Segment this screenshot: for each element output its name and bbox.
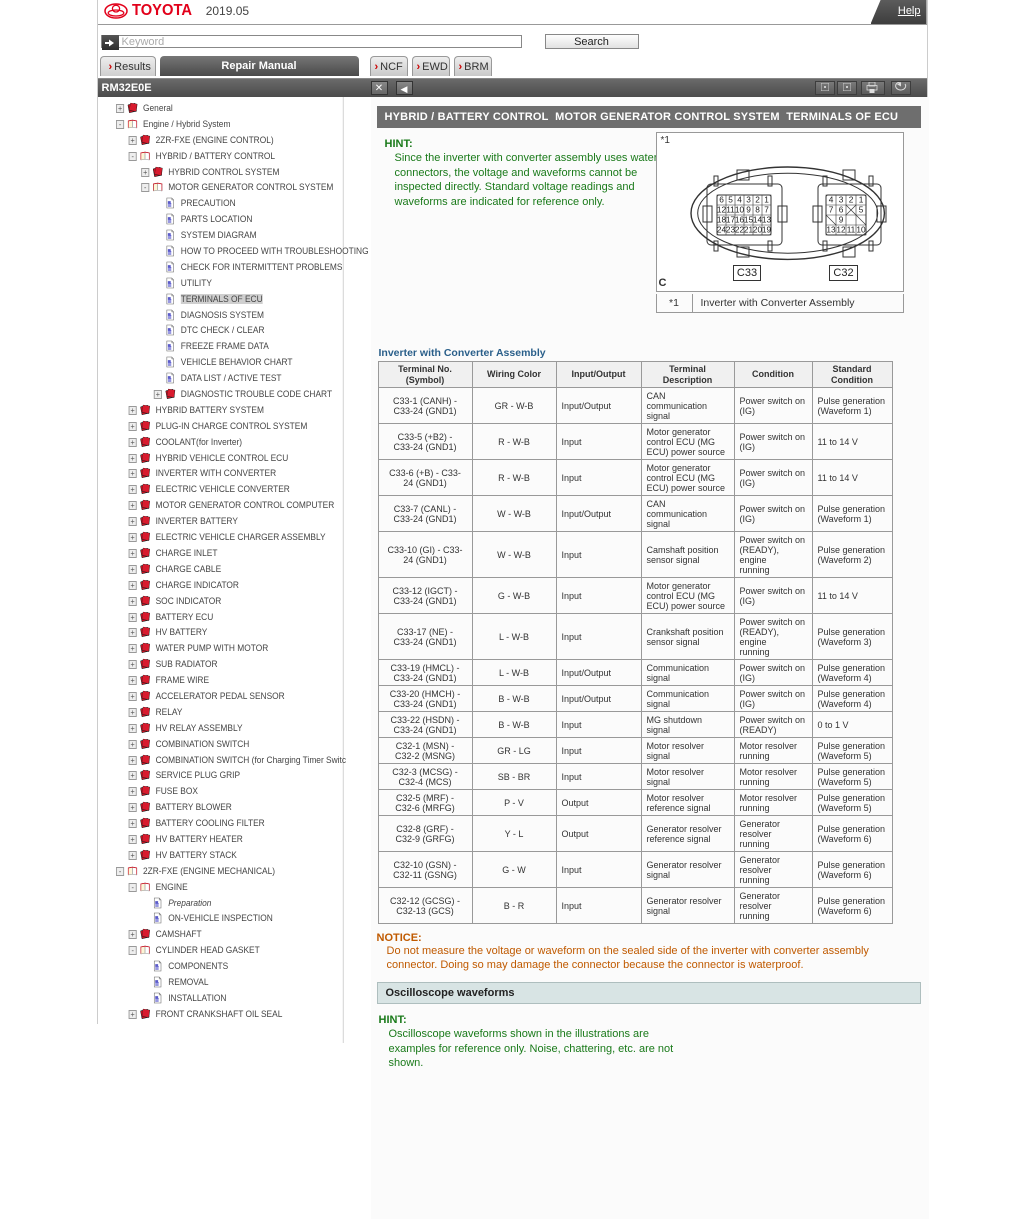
svg-text:4: 4 — [737, 195, 742, 205]
svg-text:5: 5 — [728, 195, 733, 205]
svg-text:6: 6 — [719, 195, 724, 205]
svg-text:12: 12 — [716, 205, 726, 215]
svg-text:2: 2 — [755, 195, 760, 205]
svg-text:1: 1 — [764, 195, 769, 205]
svg-text:10: 10 — [856, 225, 866, 235]
svg-text:10: 10 — [734, 205, 744, 215]
svg-text:7: 7 — [828, 205, 833, 215]
svg-text:8: 8 — [755, 205, 760, 215]
svg-text:6: 6 — [838, 205, 843, 215]
svg-text:4: 4 — [828, 195, 833, 205]
svg-text:1: 1 — [858, 195, 863, 205]
svg-text:C32: C32 — [833, 267, 853, 279]
svg-text:3: 3 — [838, 195, 843, 205]
svg-text:9: 9 — [746, 205, 751, 215]
svg-text:11: 11 — [726, 205, 735, 215]
svg-text:C33: C33 — [736, 267, 756, 279]
svg-text:13: 13 — [826, 225, 836, 235]
svg-text:2: 2 — [848, 195, 853, 205]
svg-text:9: 9 — [838, 215, 843, 225]
svg-text:7: 7 — [764, 205, 769, 215]
svg-text:13: 13 — [761, 215, 771, 225]
svg-text:3: 3 — [746, 195, 751, 205]
svg-text:11: 11 — [846, 225, 855, 235]
svg-text:19: 19 — [761, 225, 771, 235]
svg-text:12: 12 — [836, 225, 846, 235]
svg-text:5: 5 — [858, 205, 863, 215]
